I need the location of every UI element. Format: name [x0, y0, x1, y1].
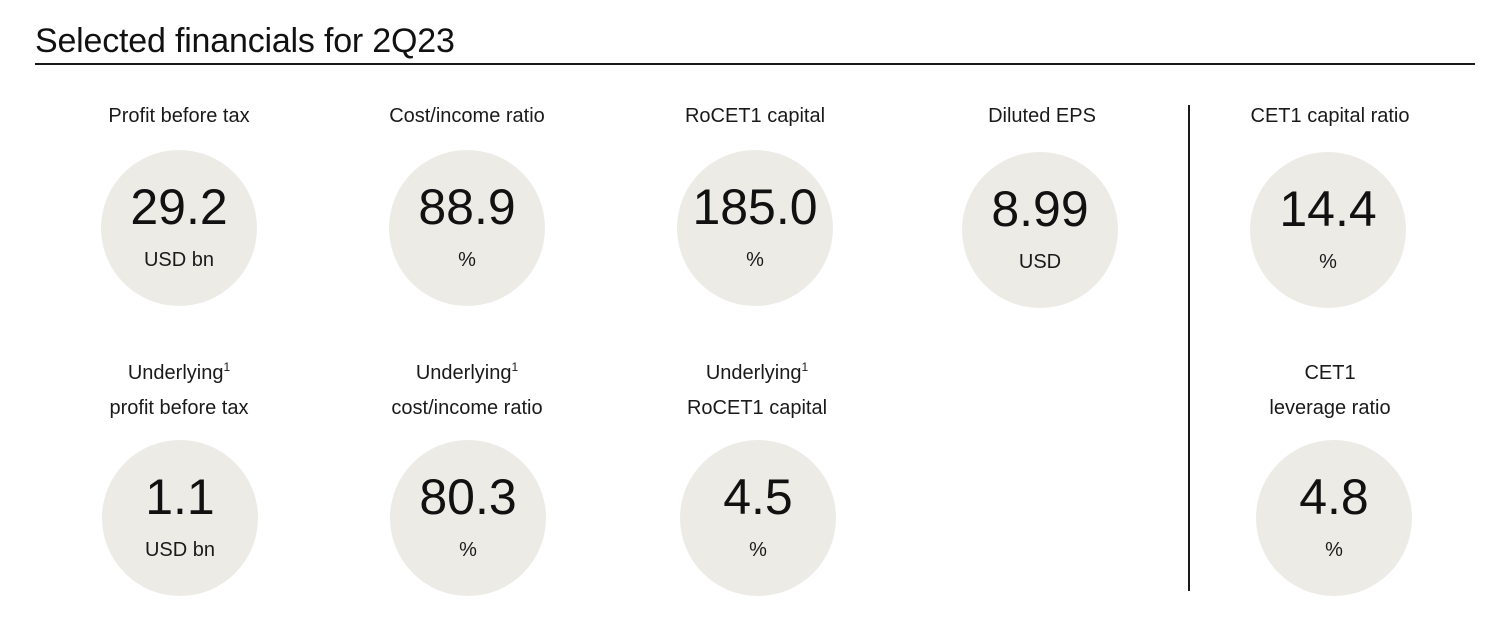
metric-label-diluted-eps: Diluted EPS — [988, 105, 1096, 127]
metric-circle-cet1-leverage-ratio: 4.8 % — [1256, 440, 1412, 596]
metric-label-underlying-rocet1-capital: Underlying1 RoCET1 capital — [627, 356, 887, 426]
metric-label-profit-before-tax: Profit before tax — [108, 105, 250, 127]
metric-circle-diluted-eps: 8.99 USD — [962, 152, 1118, 308]
footnote-marker: 1 — [223, 360, 231, 374]
metric-value: 8.99 — [991, 181, 1089, 237]
label-line-1: CET1 — [1304, 362, 1356, 384]
vertical-divider — [1188, 105, 1190, 591]
metric-unit: % — [1319, 251, 1337, 273]
label-line-2: RoCET1 capital — [686, 397, 828, 419]
metric-unit: USD bn — [144, 539, 216, 561]
metric-value: 80.3 — [419, 469, 517, 525]
metric-circle-rocet1-capital: 185.0 % — [677, 150, 833, 306]
metric-label-cet1-leverage-ratio: CET1 leverage ratio — [1200, 356, 1460, 426]
metric-value: 14.4 — [1279, 181, 1377, 237]
metric-circle-cet1-capital-ratio: 14.4 % — [1250, 152, 1406, 308]
metric-circle-underlying-profit-before-tax: 1.1 USD bn — [102, 440, 258, 596]
metric-unit: USD — [1018, 251, 1062, 273]
metric-unit: USD bn — [143, 249, 215, 271]
metric-unit: % — [458, 249, 476, 271]
page-title: Selected financials for 2Q23 — [35, 22, 455, 60]
label-line-2: leverage ratio — [1269, 397, 1391, 419]
metric-value: 29.2 — [130, 179, 228, 235]
metric-circle-underlying-cost-income-ratio: 80.3 % — [390, 440, 546, 596]
metric-label-cost-income-ratio: Cost/income ratio — [389, 105, 545, 127]
metric-circle-profit-before-tax: 29.2 USD bn — [101, 150, 257, 306]
footnote-marker: 1 — [801, 360, 809, 374]
metric-value: 1.1 — [145, 469, 215, 525]
metric-value: 4.5 — [723, 469, 793, 525]
metric-circle-underlying-rocet1-capital: 4.5 % — [680, 440, 836, 596]
metric-label-cet1-capital-ratio: CET1 capital ratio — [1250, 105, 1410, 127]
label-line-1: Underlying — [705, 362, 802, 384]
metric-value: 185.0 — [692, 179, 818, 235]
metric-unit: % — [746, 249, 764, 271]
metric-value: 4.8 — [1299, 469, 1369, 525]
metric-value: 88.9 — [418, 179, 516, 235]
metric-unit: % — [1325, 539, 1343, 561]
label-line-2: cost/income ratio — [391, 397, 543, 419]
footnote-marker: 1 — [511, 360, 519, 374]
label-line-2: profit before tax — [109, 397, 249, 419]
metric-label-underlying-cost-income-ratio: Underlying1 cost/income ratio — [337, 356, 597, 426]
metric-unit: % — [459, 539, 477, 561]
metric-label-rocet1-capital: RoCET1 capital — [684, 105, 826, 127]
title-rule — [35, 63, 1475, 65]
metric-label-underlying-profit-before-tax: Underlying1 profit before tax — [49, 356, 309, 426]
label-line-1: Underlying — [415, 362, 512, 384]
metric-unit: % — [749, 539, 767, 561]
metric-circle-cost-income-ratio: 88.9 % — [389, 150, 545, 306]
label-line-1: Underlying — [127, 362, 224, 384]
